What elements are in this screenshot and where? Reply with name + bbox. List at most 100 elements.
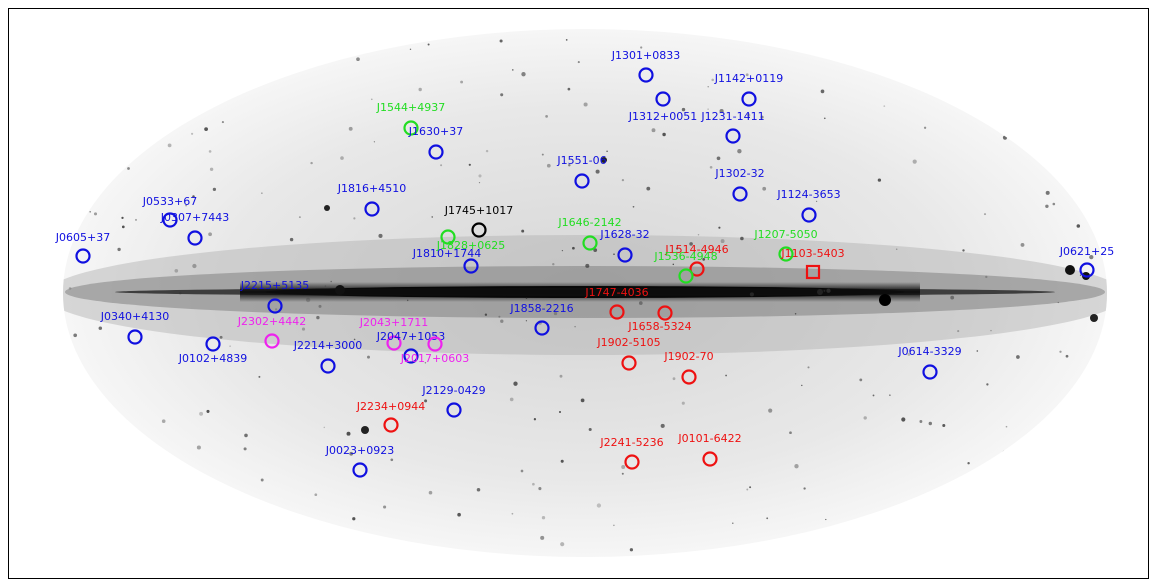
source-label: J1747-4036 (584, 286, 648, 299)
point-source (758, 35, 761, 38)
point-source (681, 401, 685, 405)
source-label: J1124-3653 (776, 188, 840, 201)
source-marker-circle (617, 247, 633, 263)
point-source (478, 182, 481, 184)
point-source (457, 512, 461, 517)
source-marker-circle (801, 207, 817, 223)
point-source (509, 397, 514, 402)
point-source (1079, 274, 1082, 276)
point-source (478, 174, 482, 178)
source-label: J1902-70 (663, 350, 713, 363)
point-source (1047, 34, 1050, 38)
point-source (541, 153, 544, 156)
point-source (746, 113, 751, 117)
source-marker-circle (689, 261, 705, 277)
point-source (88, 194, 92, 198)
source-marker-circle (427, 336, 443, 352)
point-source (1016, 355, 1020, 359)
point-source (390, 458, 394, 462)
point-source (289, 237, 294, 242)
point-source (976, 350, 979, 352)
point-source (191, 132, 194, 135)
point-source (640, 46, 643, 49)
point-source (928, 421, 932, 426)
point-source (895, 248, 898, 251)
point-source (719, 109, 724, 114)
point-source (577, 61, 580, 64)
point-source (613, 253, 615, 255)
source-label: J1103-5403 (780, 247, 844, 260)
point-source (275, 520, 279, 524)
point-source (511, 512, 514, 515)
point-source (629, 548, 634, 552)
source-marker-circle (428, 144, 444, 160)
point-source (367, 355, 370, 359)
source-marker-circle (638, 67, 654, 83)
source-marker-circle (655, 91, 671, 107)
point-source (889, 394, 891, 396)
point-source (877, 178, 882, 182)
point-source (127, 167, 130, 170)
point-source (500, 319, 504, 323)
point-source (192, 263, 197, 269)
point-source (83, 161, 85, 164)
point-source (632, 205, 635, 208)
point-source (559, 374, 563, 378)
point-source (191, 472, 195, 477)
point-source (545, 115, 548, 118)
point-source (500, 93, 504, 97)
point-source (711, 78, 714, 82)
point-source (1002, 450, 1005, 453)
source-markers: J1301+0833 J1142+0119 J1312+0051 J1231-1411… (55, 49, 1114, 478)
point-source (305, 297, 311, 303)
point-source (221, 121, 224, 124)
source-label: J1858-2216 (509, 302, 573, 315)
point-source (1065, 354, 1069, 358)
point-source (409, 48, 412, 50)
source-label: J1658-5324 (627, 320, 691, 333)
point-source (383, 505, 387, 509)
source-marker-circle (403, 120, 419, 136)
point-source (580, 398, 585, 403)
point-source (98, 326, 103, 330)
source-marker-circle (264, 333, 280, 349)
point-source (642, 329, 644, 331)
point-source (921, 545, 926, 549)
point-source (1073, 126, 1075, 129)
point-source (574, 325, 576, 328)
source-marker-circle (463, 258, 479, 274)
point-source (660, 423, 665, 428)
point-source (440, 164, 443, 167)
source-marker-circle (364, 201, 380, 217)
point-source (196, 445, 201, 450)
point-source (762, 186, 767, 191)
point-source (766, 517, 769, 520)
point-source (521, 229, 525, 233)
point-source (275, 308, 278, 311)
point-source (1002, 135, 1008, 140)
source-marker-circle (922, 364, 938, 380)
point-source (638, 301, 643, 305)
point-source (340, 156, 344, 160)
point-source (179, 291, 182, 295)
point-source (244, 546, 247, 549)
point-source (1075, 545, 1078, 548)
point-source (1045, 190, 1050, 195)
point-source (883, 105, 886, 107)
point-source (745, 73, 749, 77)
point-source (258, 375, 261, 378)
source-label: J2047+1053 (376, 330, 445, 343)
point-source (672, 377, 676, 381)
point-source (89, 210, 92, 213)
point-source (484, 313, 488, 316)
source-marker-circle (162, 212, 178, 228)
point-source (990, 329, 992, 332)
point-source (142, 149, 145, 152)
source-marker-circle (1079, 262, 1095, 278)
point-source (923, 126, 927, 129)
point-source (568, 164, 571, 167)
point-source (681, 107, 686, 112)
point-source (702, 258, 706, 261)
point-source (901, 417, 906, 422)
source-label: J2043+1711 (359, 316, 428, 329)
